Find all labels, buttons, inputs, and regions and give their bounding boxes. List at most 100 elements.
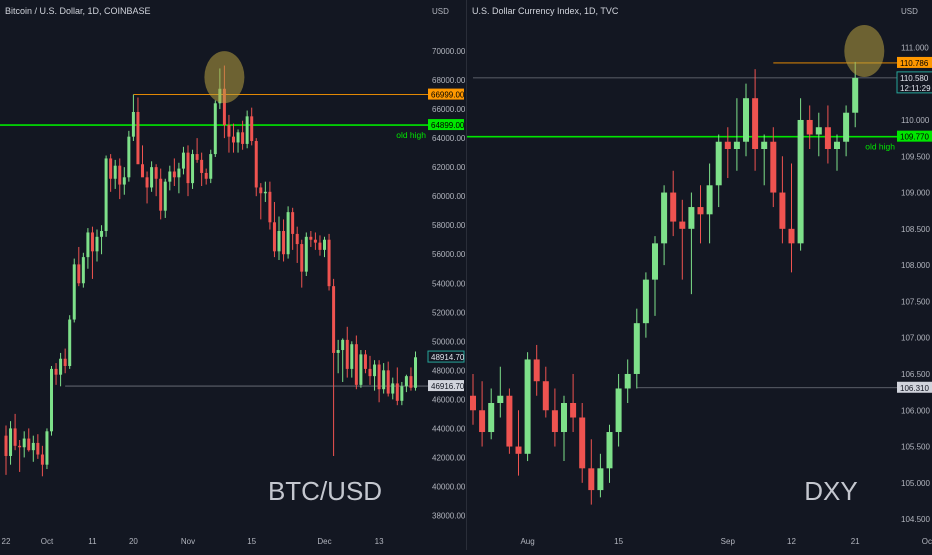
btc-y-tick-label: 48000.00 xyxy=(432,366,466,375)
dxy-highlight-circle xyxy=(844,25,885,78)
btc-x-tick-label: Dec xyxy=(317,537,331,546)
btc-candle-body xyxy=(268,191,272,223)
dxy-y-tick-label: 107.000 xyxy=(901,334,930,343)
btc-candle-body xyxy=(414,357,417,388)
dxy-candle-body xyxy=(788,228,795,244)
btc-candle-body xyxy=(18,445,22,448)
dxy-chart-svg[interactable]: U.S. Dollar Currency Index, 1D, TVC USD 10… xyxy=(467,0,932,550)
btc-candle-body xyxy=(81,257,85,284)
btc-y-tick-label: 70000.00 xyxy=(432,47,466,56)
dxy-candle-body xyxy=(761,141,768,149)
dxy-candle-body xyxy=(642,279,649,324)
dxy-candle-body xyxy=(497,395,504,403)
btc-candle-body xyxy=(386,370,390,394)
dxy-countdown-label: 12:11:29 xyxy=(900,84,931,93)
dxy-y-tick-label: 108.000 xyxy=(901,261,930,270)
dxy-candle-body xyxy=(815,127,822,135)
dxy-price-tag-label: 110.786 xyxy=(900,59,929,68)
btc-candle-body xyxy=(86,232,90,258)
btc-candle-body xyxy=(122,177,126,185)
dxy-last-price-label: 110.580 xyxy=(900,74,929,83)
btc-candle-body xyxy=(227,125,231,137)
btc-candle-body xyxy=(191,154,195,184)
dxy-x-tick-label: 21 xyxy=(851,537,860,546)
btc-candle-body xyxy=(90,232,94,252)
btc-candle-body xyxy=(72,264,76,320)
btc-candle-body xyxy=(400,386,404,401)
dxy-candle-body xyxy=(570,403,577,418)
btc-candle-body xyxy=(232,136,235,143)
btc-candle-body xyxy=(77,264,81,284)
btc-candle-body xyxy=(204,172,208,179)
btc-candle-body xyxy=(259,187,263,194)
btc-candle-body xyxy=(113,165,117,179)
btc-last-price-label: 48914.70 xyxy=(431,353,465,362)
btc-candle-body xyxy=(395,383,399,401)
dxy-candle-body xyxy=(779,192,786,229)
btc-candle-body xyxy=(345,339,349,369)
btc-currency-label: USD xyxy=(432,7,449,16)
btc-candle-body xyxy=(277,231,281,252)
btc-y-tick-label: 62000.00 xyxy=(432,163,466,172)
dxy-y-tick-label: 104.500 xyxy=(901,515,930,524)
btc-y-tick-label: 42000.00 xyxy=(432,453,466,462)
btc-candle-body xyxy=(59,358,63,375)
dxy-candle-body xyxy=(488,403,495,433)
btc-candle-body xyxy=(13,428,17,446)
btc-x-tick-label: Oct xyxy=(41,537,54,546)
btc-candle-body xyxy=(141,164,144,178)
btc-candle-body xyxy=(40,454,44,465)
btc-candle-body xyxy=(382,370,386,390)
dxy-candle-body xyxy=(824,127,831,149)
dxy-candle-body xyxy=(597,468,604,491)
dxy-y-tick-label: 109.500 xyxy=(901,152,930,161)
btc-candle-body xyxy=(332,286,336,353)
dxy-candle-body xyxy=(561,403,567,433)
btc-candle-body xyxy=(127,136,131,178)
dxy-chart-panel[interactable]: U.S. Dollar Currency Index, 1D, TVC USD 10… xyxy=(466,0,932,550)
dxy-x-tick-label: Oct xyxy=(922,537,932,546)
dxy-price-tag xyxy=(897,56,932,68)
btc-candle-body xyxy=(31,442,35,451)
btc-candle-body xyxy=(50,368,53,432)
dxy-candle-body xyxy=(834,141,840,149)
dxy-y-tick-label: 105.500 xyxy=(901,443,930,452)
dxy-x-tick-label: 15 xyxy=(614,537,623,546)
btc-annotation: old high xyxy=(396,130,426,140)
btc-candle-body xyxy=(309,236,313,240)
dxy-background xyxy=(467,0,932,550)
btc-y-tick-label: 68000.00 xyxy=(432,76,466,85)
btc-chart-svg[interactable]: Bitcoin / U.S. Dollar, 1D, COINBASE USD 38… xyxy=(0,0,466,550)
dxy-y-tick-label: 105.000 xyxy=(901,479,930,488)
btc-candle-body xyxy=(95,236,99,252)
btc-candle-body xyxy=(313,239,317,243)
dxy-candle-body xyxy=(579,417,586,469)
btc-candle-body xyxy=(22,438,26,448)
dxy-y-tick-label: 107.500 xyxy=(901,297,930,306)
btc-candle-body xyxy=(209,154,213,179)
dxy-price-tag-label: 109.770 xyxy=(900,133,929,142)
btc-candle-body xyxy=(27,438,31,451)
dxy-candle-body xyxy=(515,446,522,454)
btc-candle-body xyxy=(373,364,377,377)
btc-candle-body xyxy=(195,154,199,160)
dxy-candle-body xyxy=(843,112,850,142)
dxy-annotation: old high xyxy=(865,142,895,152)
btc-price-tag-label: 64899.00 xyxy=(431,121,465,130)
btc-x-tick-label: 22 xyxy=(2,537,11,546)
dxy-candle-body xyxy=(670,192,677,222)
dxy-candle-body xyxy=(706,185,713,215)
btc-candle-body xyxy=(241,132,245,144)
btc-candle-body xyxy=(136,111,140,165)
dxy-x-tick-label: Aug xyxy=(520,537,534,546)
dxy-candle-body xyxy=(715,141,722,186)
btc-watermark: BTC/USD xyxy=(268,476,382,506)
dxy-candle-body xyxy=(624,373,631,389)
dxy-candle-body xyxy=(752,98,759,149)
btc-candle-body xyxy=(250,116,254,142)
dxy-price-tag xyxy=(897,381,932,393)
dxy-candle-body xyxy=(679,221,686,229)
btc-chart-panel[interactable]: Bitcoin / U.S. Dollar, 1D, COINBASE USD 38… xyxy=(0,0,466,550)
btc-candle-body xyxy=(4,435,8,456)
btc-y-tick-label: 52000.00 xyxy=(432,308,466,317)
